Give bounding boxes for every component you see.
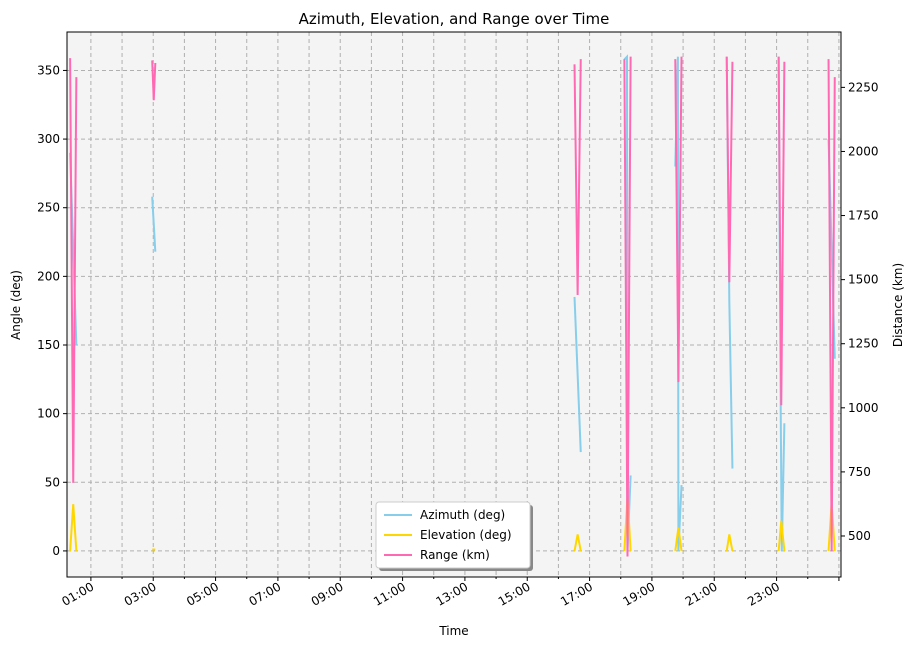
- x-tick-label: 11:00: [371, 579, 408, 608]
- series-line-azimuth: [151, 196, 157, 252]
- series-line-range: [827, 59, 836, 552]
- series-line-range: [623, 56, 632, 557]
- y-tick-label: 150: [37, 338, 60, 352]
- y2-tick-label: 2000: [848, 144, 879, 158]
- y-axis-label: Angle (deg): [9, 270, 23, 340]
- series-line-elevation: [69, 504, 78, 551]
- series-line-range: [151, 60, 157, 101]
- legend-label: Azimuth (deg): [420, 508, 505, 522]
- chart-title: Azimuth, Elevation, and Range over Time: [299, 10, 610, 28]
- series-line-range: [69, 58, 78, 483]
- legend-box: [375, 501, 531, 569]
- series-line-elevation: [573, 534, 582, 552]
- x-tick-label: 05:00: [184, 579, 221, 608]
- x-tick-label: 17:00: [558, 579, 595, 608]
- x-tick-label: 07:00: [246, 579, 283, 608]
- x-tick-label: 09:00: [309, 579, 346, 608]
- legend-label: Range (km): [420, 548, 490, 562]
- y2-tick-label: 2250: [848, 80, 879, 94]
- y-tick-label: 100: [37, 407, 60, 421]
- y2-tick-label: 1250: [848, 337, 879, 351]
- series-line-elevation: [725, 534, 734, 552]
- plot-frame: [66, 31, 842, 578]
- y2-tick-label: 1500: [848, 273, 879, 287]
- x-tick-label: 13:00: [433, 579, 470, 608]
- plot-area: [67, 32, 841, 577]
- series-line-azimuth: [573, 296, 582, 453]
- x-tick-label: 19:00: [620, 579, 657, 608]
- series-line-range: [725, 56, 734, 283]
- series-line-range: [777, 56, 786, 406]
- y-tick-label: 350: [37, 63, 60, 77]
- y2-tick-label: 750: [848, 465, 871, 479]
- y-tick-label: 250: [37, 201, 60, 215]
- series-line-elevation: [674, 527, 683, 552]
- y2-axis-label: Distance (km): [891, 263, 905, 347]
- y-tick-label: 300: [37, 132, 60, 146]
- series-line-range: [674, 56, 683, 383]
- y-tick-label: 0: [52, 544, 60, 558]
- x-tick-label: 21:00: [683, 579, 720, 608]
- y2-tick-label: 500: [848, 529, 871, 543]
- x-tick-label: 01:00: [59, 579, 96, 608]
- series-line-elevation: [777, 520, 786, 552]
- y-tick-label: 200: [37, 269, 60, 283]
- x-tick-label: 15:00: [496, 579, 533, 608]
- legend-label: Elevation (deg): [420, 528, 512, 542]
- x-axis-label: Time: [438, 624, 468, 638]
- y2-tick-label: 1750: [848, 209, 879, 223]
- series-line-range: [573, 59, 582, 296]
- x-tick-label: 03:00: [122, 579, 159, 608]
- y-tick-label: 50: [45, 475, 60, 489]
- y2-tick-label: 1000: [848, 401, 879, 415]
- x-tick-label: 23:00: [745, 579, 782, 608]
- legend: Azimuth (deg) Elevation (deg) Range (km): [375, 501, 533, 571]
